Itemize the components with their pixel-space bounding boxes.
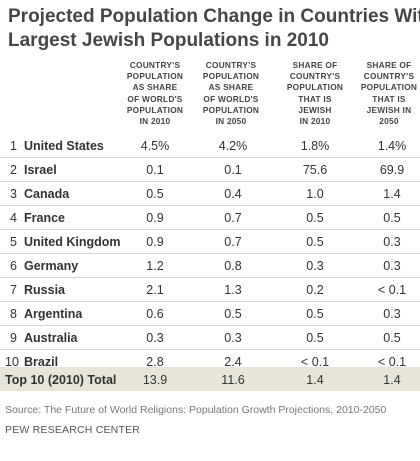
row-country: Australia [24,331,78,345]
source-note: Source: The Future of World Religions: P… [5,404,387,416]
table-row: 8 Argentina 0.6 0.5 0.5 0.3 [0,302,420,325]
row-divider [0,229,420,230]
row-rank: 9 [10,331,17,345]
row-value-world-2050: 0.7 [224,211,242,225]
total-value-jewish-2010: 1.4 [306,373,324,387]
row-rank: 7 [10,283,17,297]
total-value-world-2050: 11.6 [221,373,245,387]
table-row: 3 Canada 0.5 0.4 1.0 1.4 [0,182,420,205]
row-value-jewish-2050: < 0.1 [377,355,407,369]
total-label: Top 10 (2010) Total [5,373,117,387]
row-divider [0,181,420,182]
row-value-world-2010: 4.5% [140,139,170,153]
row-rank: 4 [10,211,17,225]
table-row: 7 Russia 2.1 1.3 0.2 < 0.1 [0,278,420,301]
row-divider [0,325,420,326]
row-value-world-2010: 2.8 [146,355,164,369]
table-row: 5 United Kingdom 0.9 0.7 0.5 0.3 [0,230,420,253]
row-rank: 3 [10,187,17,201]
row-value-world-2050: 0.4 [224,187,242,201]
row-divider [0,301,420,302]
page-title: Projected Population Change in Countries… [8,5,420,53]
total-row: Top 10 (2010) Total 13.9 11.6 1.4 1.4 [0,367,420,391]
row-value-world-2010: 0.1 [146,163,164,177]
row-value-jewish-2010: 1.8% [300,139,330,153]
row-country: Germany [24,259,79,273]
row-value-jewish-2010: 0.5 [306,211,324,225]
table-row: 1 United States 4.5% 4.2% 1.8% 1.4% [0,134,420,157]
row-value-jewish-2010: 0.5 [306,307,324,321]
title-line-2: Largest Jewish Populations in 2010 [8,30,329,51]
row-rank: 8 [10,307,17,321]
row-rank: 1 [10,139,17,153]
organization-credit: PEW RESEARCH CENTER [5,424,141,436]
row-value-world-2050: 4.2% [218,139,248,153]
row-country: Canada [24,187,70,201]
row-value-world-2050: 0.1 [224,163,242,177]
row-rank: 5 [10,235,17,249]
row-value-jewish-2050: 0.3 [383,259,401,273]
table-row: 9 Australia 0.3 0.3 0.5 0.5 [0,326,420,349]
row-country: France [24,211,65,225]
row-value-jewish-2010: 0.5 [306,235,324,249]
row-value-world-2010: 0.3 [146,331,164,345]
row-value-jewish-2010: 0.5 [306,331,324,345]
total-value-world-2010: 13.9 [142,373,168,387]
row-value-world-2010: 0.5 [146,187,164,201]
row-divider [0,205,420,206]
table-row: 10 Brazil 2.8 2.4 < 0.1 < 0.1 [0,350,420,373]
row-country: Russia [24,283,65,297]
title-line-1: Projected Population Change in Countries… [8,6,420,27]
row-value-jewish-2050: < 0.1 [377,283,407,297]
row-value-jewish-2010: 75.6 [302,163,328,177]
row-value-jewish-2050: 1.4% [377,139,407,153]
row-value-jewish-2010: 0.2 [306,283,324,297]
row-divider [0,349,420,350]
row-value-jewish-2010: 1.0 [306,187,324,201]
row-country: United Kingdom [24,235,121,249]
row-value-world-2050: 0.3 [224,331,242,345]
column-header-jewish-share-2050: SHARE OF COUNTRY'S POPULATION THAT IS JE… [360,60,418,127]
row-value-world-2050: 0.8 [224,259,242,273]
row-value-jewish-2010: 0.3 [306,259,324,273]
total-value-jewish-2050: 1.4 [383,373,401,387]
row-value-world-2050: 0.5 [224,307,242,321]
row-value-jewish-2050: 0.3 [383,307,401,321]
table-row: 6 Germany 1.2 0.8 0.3 0.3 [0,254,420,277]
row-country: Brazil [24,355,59,369]
row-country: United States [24,139,104,153]
row-value-jewish-2050: 1.4 [383,187,401,201]
row-country: Israel [24,163,57,177]
column-header-share-world-2010: COUNTRY'S POPULATION AS SHARE OF WORLD'S… [126,60,184,127]
row-value-jewish-2050: 0.5 [383,331,401,345]
row-value-jewish-2050: 69.9 [379,163,405,177]
row-value-world-2010: 0.6 [146,307,164,321]
table-row: 4 France 0.9 0.7 0.5 0.5 [0,206,420,229]
row-country: Argentina [24,307,83,321]
row-divider [0,157,420,158]
row-divider [0,253,420,254]
row-rank: 2 [10,163,17,177]
column-header-share-world-2050: COUNTRY'S POPULATION AS SHARE OF WORLD'S… [202,60,260,127]
row-rank: 6 [10,259,17,273]
row-value-world-2050: 1.3 [224,283,242,297]
row-value-jewish-2050: 0.3 [383,235,401,249]
row-value-world-2050: 2.4 [224,355,242,369]
row-divider [0,277,420,278]
row-value-world-2010: 1.2 [146,259,164,273]
row-rank: 10 [5,355,19,369]
row-value-jewish-2050: 0.5 [383,211,401,225]
column-header-jewish-share-2010: SHARE OF COUNTRY'S POPULATION THAT IS JE… [286,60,344,127]
row-value-world-2010: 0.9 [146,211,164,225]
row-value-world-2010: 2.1 [146,283,164,297]
row-value-world-2010: 0.9 [146,235,164,249]
column-headers: COUNTRY'S POPULATION AS SHARE OF WORLD'S… [0,60,420,128]
table-row: 2 Israel 0.1 0.1 75.6 69.9 [0,158,420,181]
row-value-world-2050: 0.7 [224,235,242,249]
row-value-jewish-2010: < 0.1 [300,355,330,369]
